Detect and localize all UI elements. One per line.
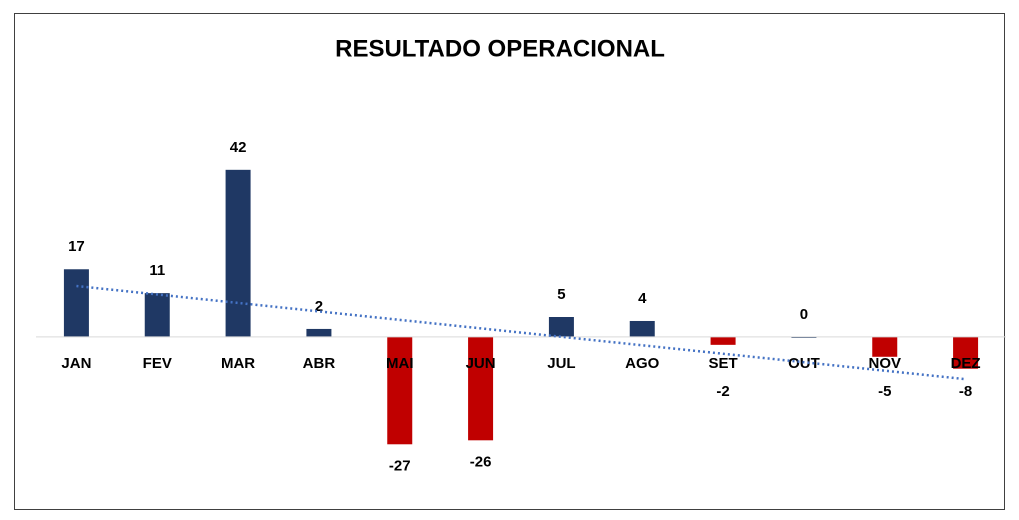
bar xyxy=(872,336,898,357)
x-tick-label: MAI xyxy=(386,355,414,372)
x-tick-label: ABR xyxy=(303,355,336,372)
x-tick-label: JUN xyxy=(466,355,496,372)
chart-title: RESULTADO OPERACIONAL xyxy=(335,35,665,62)
bar xyxy=(63,269,89,337)
data-label: 0 xyxy=(800,306,808,323)
x-tick-label: NOV xyxy=(868,355,901,372)
x-tick-label: SET xyxy=(708,355,737,372)
x-tick-label: JAN xyxy=(61,355,91,372)
x-tick-label: JUL xyxy=(547,355,575,372)
bar xyxy=(710,336,736,345)
data-label: -26 xyxy=(470,453,492,470)
chart-frame xyxy=(14,13,1005,510)
bar xyxy=(548,317,574,337)
data-label: 11 xyxy=(149,262,165,279)
data-label: -8 xyxy=(959,383,972,400)
data-label: 17 xyxy=(68,238,85,255)
x-tick-label: MAR xyxy=(221,355,255,372)
bar xyxy=(953,336,979,369)
data-label: -27 xyxy=(389,457,411,474)
data-label: 2 xyxy=(315,298,323,315)
data-label: -2 xyxy=(716,383,729,400)
bar xyxy=(468,336,494,441)
bar xyxy=(306,328,332,337)
trendline xyxy=(76,284,966,381)
data-label: 4 xyxy=(638,290,647,307)
bar xyxy=(629,320,655,337)
x-tick-label: DEZ xyxy=(951,355,981,372)
bar xyxy=(387,336,413,445)
data-label: 5 xyxy=(557,286,565,303)
x-tick-label: AGO xyxy=(625,355,660,372)
data-label: 42 xyxy=(230,139,247,156)
bar xyxy=(144,293,170,337)
x-tick-label: FEV xyxy=(143,355,172,372)
data-label: -5 xyxy=(878,383,891,400)
bar xyxy=(225,169,251,337)
